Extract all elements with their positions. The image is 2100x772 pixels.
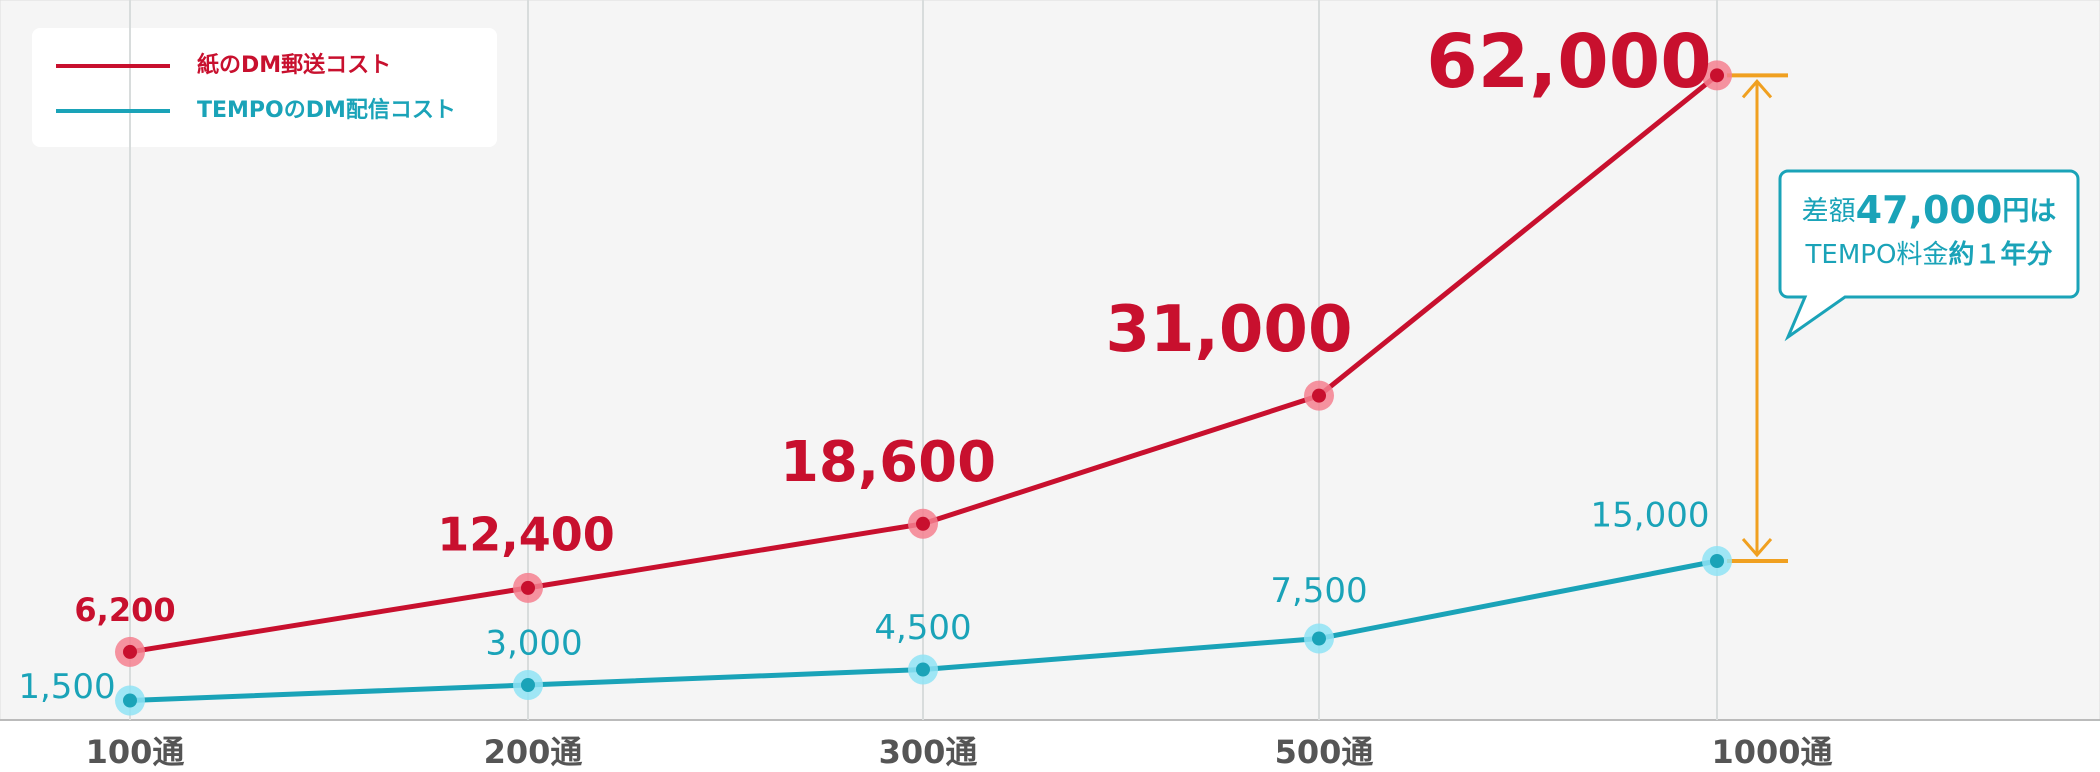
marker	[1312, 388, 1326, 403]
data-label: 31,000	[1106, 293, 1353, 367]
marker	[916, 662, 930, 677]
x-tick-label: 300通	[879, 733, 978, 771]
x-tick-label: 100通	[86, 733, 185, 771]
marker	[521, 678, 535, 692]
data-label: 7,500	[1270, 571, 1367, 611]
callout-part: 円は	[2002, 196, 2056, 227]
data-label: 15,000	[1591, 496, 1710, 536]
data-label: 4,500	[874, 608, 971, 648]
bracket-arrow	[1741, 79, 1773, 99]
callout-part: TEMPO料金	[1805, 240, 1949, 270]
data-label: 6,200	[74, 591, 175, 629]
marker	[521, 580, 535, 595]
marker	[123, 693, 137, 708]
legend-label: TEMPOのDM配信コスト	[197, 97, 456, 123]
callout-part: 約１年分	[1948, 239, 2052, 270]
callout-box	[1778, 169, 2080, 342]
marker	[1710, 68, 1724, 83]
callout-text: TEMPO料金約１年分	[1805, 239, 2053, 270]
legend-label: 紙のDM郵送コスト	[197, 52, 391, 78]
x-tick-label: 1000通	[1711, 733, 1832, 771]
marker	[1710, 554, 1724, 568]
callout-text: 差額47,000円は	[1802, 188, 2057, 232]
callout-part: 差額	[1802, 196, 1856, 227]
x-tick-label: 200通	[484, 733, 583, 771]
legend	[32, 28, 497, 147]
bracket-arrow	[1741, 538, 1773, 558]
data-label: 18,600	[780, 430, 996, 495]
marker	[123, 644, 137, 659]
marker	[916, 516, 930, 531]
callout-part: 47,000	[1856, 188, 2003, 232]
data-label: 62,000	[1426, 19, 1712, 105]
x-tick-label: 500通	[1275, 733, 1374, 771]
marker	[1312, 631, 1326, 646]
data-label: 3,000	[485, 624, 582, 664]
data-label: 1,500	[18, 667, 115, 707]
data-label: 12,400	[437, 507, 615, 561]
